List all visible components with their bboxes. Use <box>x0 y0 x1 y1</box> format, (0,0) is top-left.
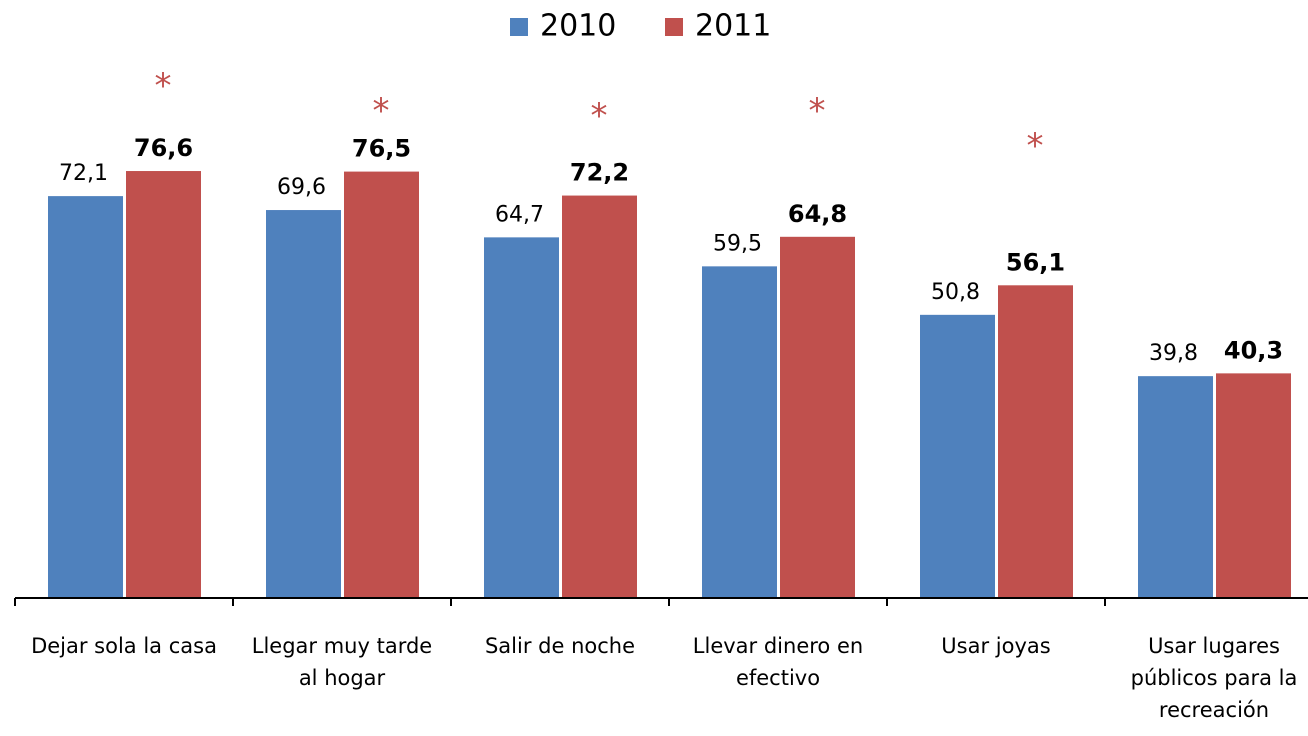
significance-mark: * <box>373 91 390 131</box>
bar <box>484 237 559 599</box>
bar <box>702 266 777 598</box>
value-label: 76,6 <box>134 134 193 162</box>
value-label: 64,8 <box>788 200 847 228</box>
x-tick-label: Llegar muy tarde al hogar <box>251 634 433 690</box>
significance-mark: * <box>591 96 608 136</box>
bar <box>1138 376 1213 598</box>
bar <box>920 314 995 598</box>
bar <box>344 171 419 599</box>
legend-swatch <box>665 18 683 36</box>
bar <box>126 171 201 598</box>
x-tick-label: Salir de noche <box>484 634 636 658</box>
significance-mark: * <box>155 66 172 106</box>
legend-label: 2011 <box>695 9 771 44</box>
x-tick-label: Llevar dinero en efectivo <box>692 634 864 690</box>
significance-mark: * <box>1027 126 1044 166</box>
bar <box>48 196 123 598</box>
bar <box>998 285 1073 598</box>
x-tick-label: Usar lugares públicos para la recreación <box>1130 634 1298 722</box>
value-label: 39,8 <box>1149 341 1198 366</box>
value-label: 59,5 <box>713 231 762 256</box>
x-tick-label: Usar joyas <box>941 634 1051 658</box>
bar <box>266 210 341 598</box>
bar <box>1216 373 1291 598</box>
bar <box>780 236 855 598</box>
value-label: 76,5 <box>352 135 411 163</box>
value-label: 64,7 <box>495 202 544 227</box>
value-label: 50,8 <box>931 280 980 305</box>
bar <box>562 195 637 599</box>
value-label: 69,6 <box>277 175 326 200</box>
x-tick-label: Dejar sola la casa <box>31 634 217 658</box>
significance-mark: * <box>809 91 826 131</box>
legend-swatch <box>510 18 528 36</box>
value-label: 72,2 <box>570 159 629 187</box>
value-label: 56,1 <box>1006 248 1065 276</box>
legend-label: 2010 <box>540 9 616 44</box>
value-label: 40,3 <box>1224 336 1283 364</box>
value-label: 72,1 <box>59 161 108 186</box>
